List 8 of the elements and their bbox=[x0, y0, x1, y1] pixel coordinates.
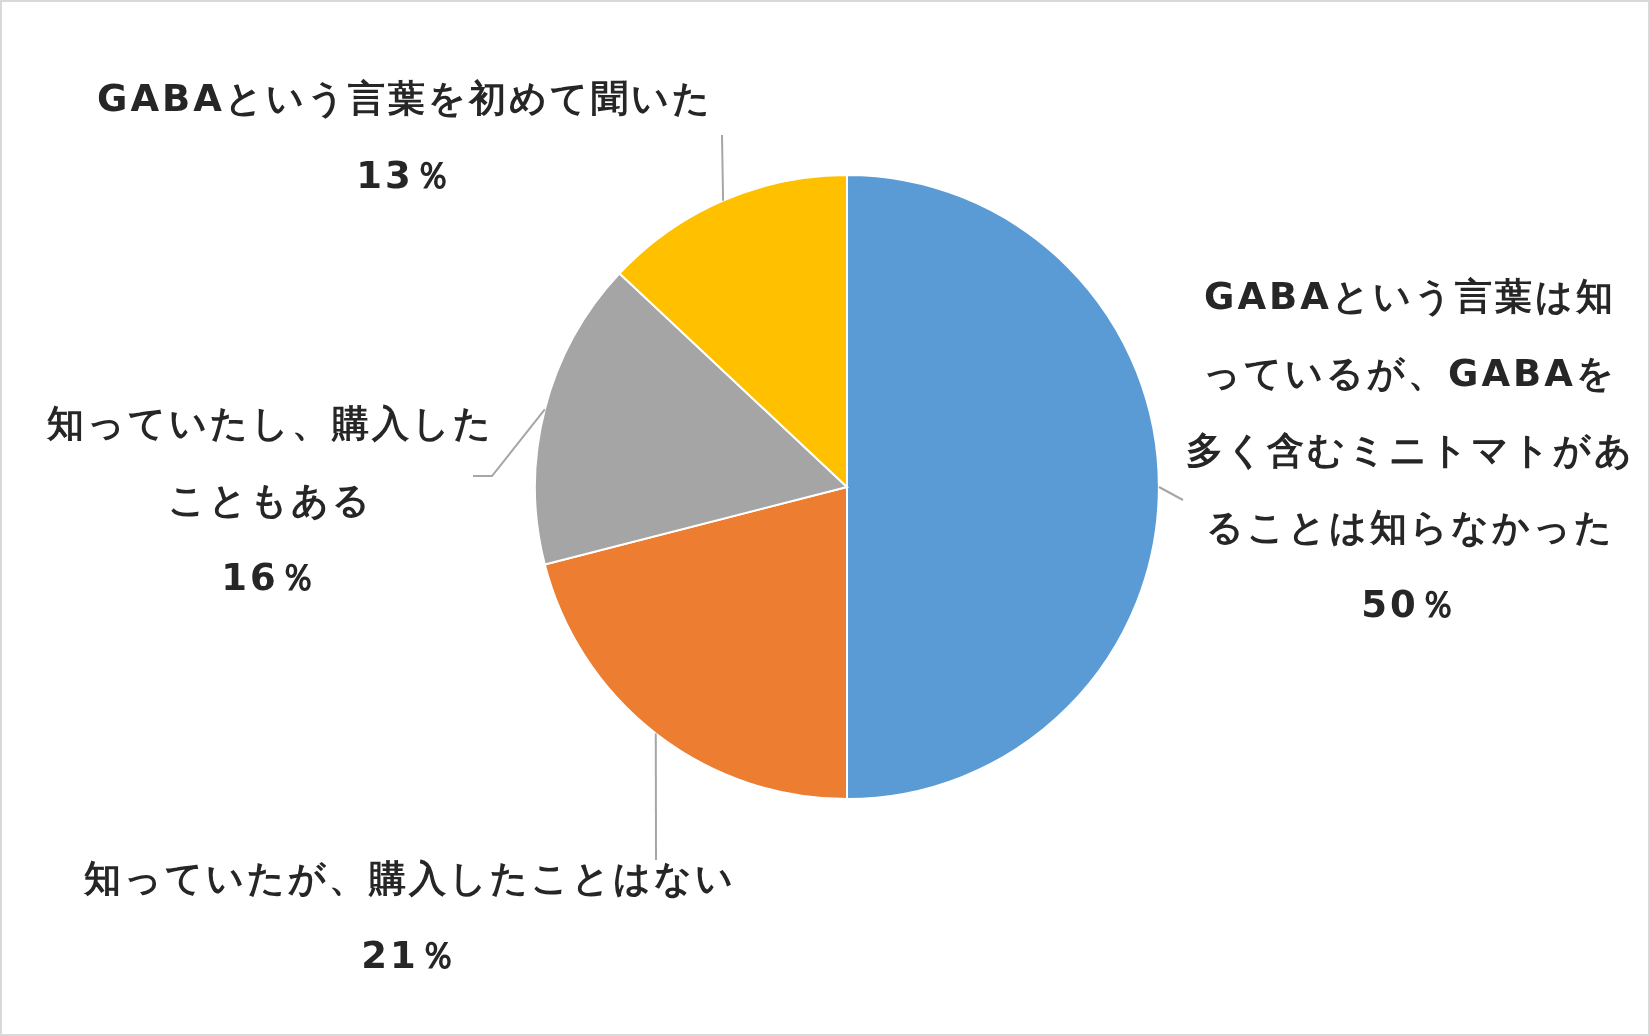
slice-label: GABAという言葉を初めて聞いた bbox=[96, 76, 714, 122]
slice-label: 知っていたし、購入したこともある bbox=[45, 401, 495, 524]
slice-label: GABAという言葉は知っているが、GABAを多く含むミニトマトがあることは知らなかった bbox=[1185, 274, 1635, 551]
data-label: 21％ bbox=[360, 933, 460, 979]
slice-label: 知っていたが、購入したことはない bbox=[83, 856, 737, 902]
data-label: 13％ bbox=[355, 153, 455, 199]
data-label: 16％ bbox=[220, 555, 320, 601]
data-label: 50％ bbox=[1360, 582, 1460, 628]
